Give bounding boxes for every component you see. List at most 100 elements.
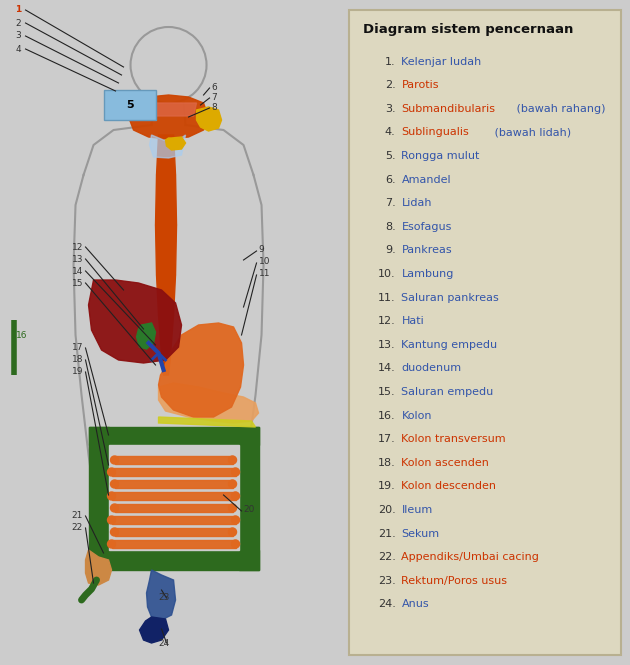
Polygon shape (166, 137, 185, 150)
Text: Kantung empedu: Kantung empedu (401, 340, 498, 350)
Circle shape (232, 516, 239, 524)
Text: 20: 20 (244, 505, 255, 515)
Text: 13.: 13. (378, 340, 396, 350)
Text: Kolon transversum: Kolon transversum (401, 434, 506, 444)
Text: Hati: Hati (401, 316, 424, 327)
Circle shape (229, 480, 236, 488)
Polygon shape (161, 355, 171, 375)
Text: 9: 9 (258, 245, 264, 255)
Circle shape (110, 528, 118, 536)
Text: 24.: 24. (378, 599, 396, 610)
Circle shape (229, 528, 236, 536)
Text: 4: 4 (16, 45, 21, 53)
Text: 15: 15 (72, 279, 83, 287)
FancyBboxPatch shape (349, 10, 621, 655)
Text: 18.: 18. (378, 458, 396, 468)
Text: (bawah lidah): (bawah lidah) (491, 127, 571, 138)
Text: Saluran pankreas: Saluran pankreas (401, 293, 499, 303)
Text: Pankreas: Pankreas (401, 245, 452, 255)
Polygon shape (147, 570, 176, 620)
Text: 19: 19 (72, 366, 83, 376)
Polygon shape (89, 427, 258, 445)
Circle shape (232, 540, 239, 548)
Text: 20.: 20. (378, 505, 396, 515)
Text: 18: 18 (72, 354, 83, 364)
Polygon shape (149, 135, 185, 158)
Circle shape (108, 468, 115, 476)
Text: Rektum/Poros usus: Rektum/Poros usus (401, 576, 508, 586)
Text: Anus: Anus (401, 599, 429, 610)
Text: Kolon: Kolon (401, 410, 432, 421)
Text: Ileum: Ileum (401, 505, 433, 515)
Text: 16.: 16. (378, 410, 396, 421)
Text: 14.: 14. (378, 363, 396, 374)
Text: 15.: 15. (378, 387, 396, 397)
Polygon shape (239, 427, 258, 570)
Circle shape (108, 516, 115, 524)
Polygon shape (115, 456, 232, 464)
Circle shape (229, 456, 236, 464)
Text: 24: 24 (159, 638, 169, 648)
Polygon shape (108, 445, 239, 550)
Text: 7.: 7. (385, 198, 396, 208)
Circle shape (108, 492, 115, 500)
Text: 3.: 3. (385, 104, 396, 114)
Polygon shape (139, 617, 169, 643)
Circle shape (229, 504, 236, 512)
Text: 14: 14 (72, 267, 83, 275)
Text: Kolon descenden: Kolon descenden (401, 481, 496, 491)
Text: Appendiks/Umbai cacing: Appendiks/Umbai cacing (401, 552, 539, 563)
Text: 22.: 22. (378, 552, 396, 563)
Text: Esofagus: Esofagus (401, 221, 452, 232)
Text: 22: 22 (72, 523, 83, 531)
Text: 6: 6 (212, 82, 217, 92)
Text: 10: 10 (258, 257, 270, 267)
Polygon shape (156, 175, 176, 225)
Text: Rongga mulut: Rongga mulut (401, 151, 480, 161)
Circle shape (232, 492, 239, 500)
Text: 6.: 6. (385, 174, 396, 185)
Polygon shape (156, 275, 176, 315)
Polygon shape (112, 492, 236, 500)
Polygon shape (137, 323, 156, 349)
Text: 21: 21 (72, 511, 83, 519)
Polygon shape (112, 516, 236, 524)
Polygon shape (115, 504, 232, 512)
Text: Lidah: Lidah (401, 198, 432, 208)
Polygon shape (89, 280, 181, 363)
FancyBboxPatch shape (103, 90, 156, 120)
Polygon shape (156, 135, 176, 175)
Text: 9.: 9. (385, 245, 396, 255)
Text: Lambung: Lambung (401, 269, 454, 279)
Text: 5: 5 (126, 100, 134, 110)
Polygon shape (86, 550, 112, 585)
Text: 7: 7 (212, 92, 217, 102)
Text: Saluran empedu: Saluran empedu (401, 387, 494, 397)
Polygon shape (115, 480, 232, 488)
Text: 17: 17 (72, 342, 83, 352)
Text: 2: 2 (16, 19, 21, 27)
Text: 19.: 19. (378, 481, 396, 491)
Polygon shape (159, 315, 173, 355)
Polygon shape (159, 383, 258, 423)
Polygon shape (112, 468, 236, 476)
Text: 1.: 1. (385, 57, 396, 66)
Text: 23: 23 (159, 593, 170, 602)
Polygon shape (156, 225, 176, 275)
Text: 8.: 8. (385, 221, 396, 232)
Text: 8: 8 (212, 102, 217, 112)
Text: 11.: 11. (378, 293, 396, 303)
Polygon shape (112, 540, 236, 548)
Polygon shape (159, 417, 256, 427)
Text: 12.: 12. (378, 316, 396, 327)
Text: 12: 12 (72, 243, 83, 251)
Polygon shape (115, 528, 232, 536)
Text: 2.: 2. (385, 80, 396, 90)
Text: Submandibularis: Submandibularis (401, 104, 496, 114)
Text: 13: 13 (72, 255, 83, 263)
Polygon shape (197, 107, 222, 131)
Polygon shape (140, 103, 197, 116)
Text: 10.: 10. (378, 269, 396, 279)
Text: 21.: 21. (378, 529, 396, 539)
Text: Amandel: Amandel (401, 174, 451, 185)
